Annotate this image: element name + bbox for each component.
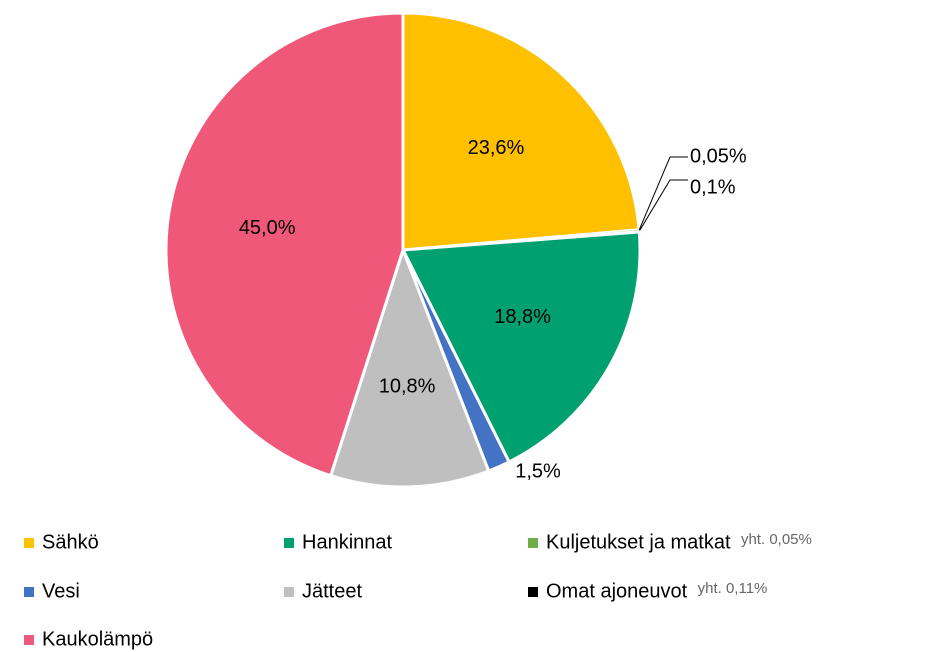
pie-slice [400, 230, 642, 464]
legend-note: yht. 0,05% [741, 531, 812, 548]
data-label: 10,8% [379, 376, 436, 398]
legend-swatch [284, 538, 294, 548]
legend-label: Hankinnat [302, 531, 393, 553]
leader-line [638, 179, 688, 232]
legend-label: Jätteet [302, 580, 362, 602]
legend-label: Sähkö [42, 531, 99, 553]
data-label: 18,8% [494, 306, 551, 328]
legend-swatch [528, 587, 538, 597]
data-label: 0,05% [690, 145, 747, 167]
legend-swatch [24, 635, 34, 645]
legend-swatch [284, 587, 294, 597]
pie-slice [164, 11, 405, 478]
legend-note: yht. 0,11% [698, 580, 768, 597]
leader-line [638, 156, 688, 231]
legend-swatch [24, 587, 34, 597]
legend-label: Kuljetukset ja matkat [546, 531, 731, 553]
pie-slice [401, 11, 641, 252]
legend-label: Kaukolämpö [42, 628, 153, 650]
legend-swatch [528, 538, 538, 548]
data-label: 45,0% [239, 217, 296, 239]
data-label: 1,5% [515, 460, 561, 482]
legend-label: Vesi [42, 580, 80, 602]
data-label: 23,6% [468, 137, 525, 159]
legend-label: Omat ajoneuvot [546, 580, 688, 602]
legend-swatch [24, 538, 34, 548]
data-label: 0,1% [690, 176, 736, 198]
pie-slice [328, 245, 491, 489]
